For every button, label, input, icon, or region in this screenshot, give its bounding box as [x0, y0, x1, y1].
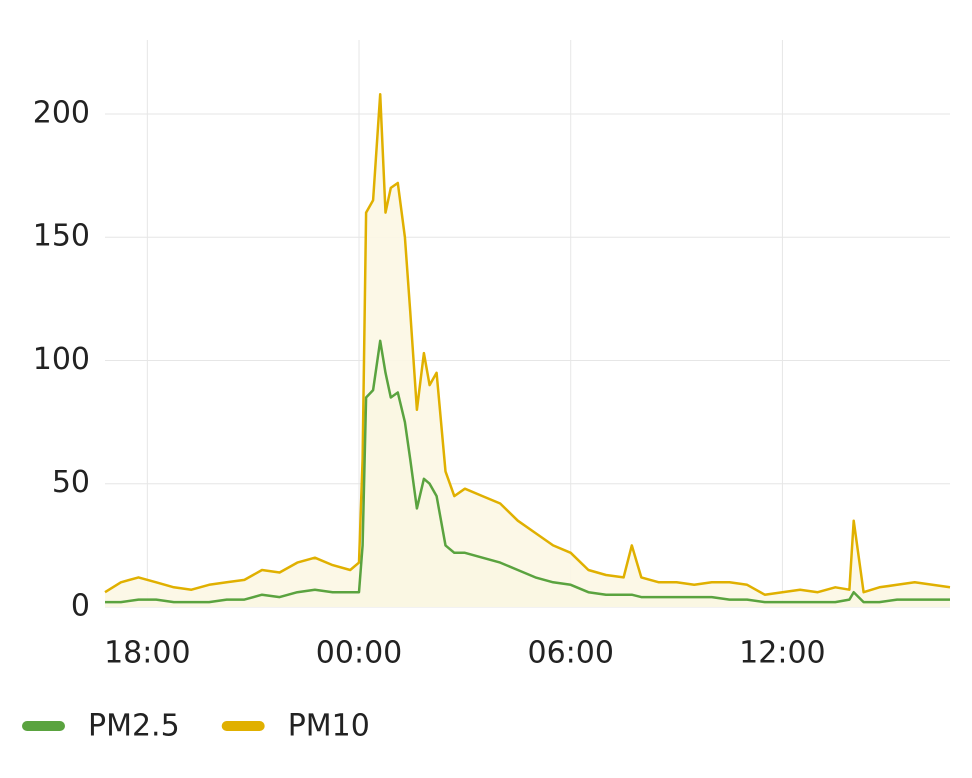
y-tick-label: 100	[33, 342, 90, 377]
y-tick-label: 50	[52, 465, 90, 500]
legend-label: PM10	[288, 709, 370, 744]
y-tick-label: 200	[33, 95, 90, 130]
area-fill	[105, 94, 950, 607]
y-tick-label: 150	[33, 219, 90, 254]
data-line	[104, 92, 951, 596]
y-tick-label: 0	[71, 589, 90, 624]
data-line	[105, 339, 950, 604]
x-tick-label: 00:00	[316, 636, 402, 671]
x-tick-label: 12:00	[739, 636, 825, 671]
legend-label: PM2.5	[88, 709, 180, 744]
x-tick-label: 18:00	[104, 636, 190, 671]
x-tick-label: 06:00	[527, 636, 613, 671]
